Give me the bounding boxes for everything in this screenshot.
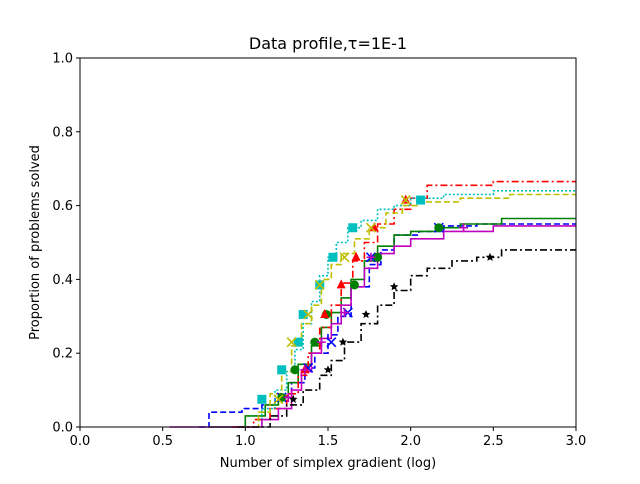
series-5-marker [314, 279, 325, 291]
series-3-marker [320, 308, 330, 318]
series-4-marker [257, 394, 267, 404]
series-2-marker [290, 365, 300, 375]
x-tick-label: 0.0 [70, 434, 91, 449]
series-line-7 [237, 249, 576, 428]
series-7-marker [289, 394, 298, 403]
series-6-marker [459, 223, 469, 233]
marker-layer [257, 194, 495, 405]
series-4-marker [277, 365, 287, 375]
x-tick-label: 2.5 [483, 434, 504, 449]
series-3-marker [351, 251, 361, 261]
series-7-marker [485, 252, 495, 261]
series-2-marker [434, 223, 444, 233]
series-2-marker [310, 337, 320, 347]
series-6-marker [366, 252, 376, 262]
series-2-marker [349, 280, 359, 290]
tick-layer: 0.0 0.5 1.0 1.5 2.0 2.5 3.0 0.0 0.2 0.4 0.6 0.8 1.0 [52, 52, 586, 450]
series-4-marker [328, 252, 338, 262]
series-4-marker [298, 309, 308, 319]
series-3-marker [336, 279, 346, 289]
series-5-marker [339, 252, 350, 263]
x-tick-label: 3.0 [566, 434, 587, 449]
y-tick-label: 0.4 [52, 273, 73, 288]
series-5-marker [303, 309, 314, 320]
series-4-marker [293, 337, 303, 347]
series-6-marker [283, 392, 293, 402]
series-7-marker [361, 310, 371, 319]
series-7-marker [389, 282, 399, 291]
series-5-marker [400, 194, 411, 206]
x-tick-label: 0.5 [152, 434, 173, 449]
series-7-marker [338, 337, 348, 346]
series-5-marker [365, 222, 377, 233]
series-1-marker [326, 337, 337, 348]
series-5-marker [286, 337, 297, 348]
y-tick-label: 0.0 [52, 421, 73, 436]
chart-title: Data profile,τ=1E-1 [249, 34, 407, 53]
series-6-marker [340, 308, 350, 318]
y-tick-label: 0.8 [52, 125, 73, 140]
y-tick-label: 1.0 [52, 52, 73, 67]
series-2-marker [373, 252, 383, 262]
x-tick-label: 1.0 [235, 434, 256, 449]
series-layer [169, 180, 576, 428]
x-axis-label: Number of simplex gradient (log) [220, 456, 436, 471]
series-4-marker [348, 223, 358, 233]
y-tick-label: 0.2 [52, 347, 73, 362]
series-6-marker [300, 365, 310, 375]
series-6-marker [316, 337, 326, 347]
x-tick-label: 2.0 [400, 434, 421, 449]
series-7-marker [323, 365, 333, 374]
y-tick-label: 0.6 [52, 199, 73, 214]
series-4-marker [416, 195, 426, 205]
x-tick-label: 1.5 [318, 434, 339, 449]
y-axis-label: Proportion of problems solved [28, 145, 43, 340]
series-5-marker [273, 394, 284, 405]
